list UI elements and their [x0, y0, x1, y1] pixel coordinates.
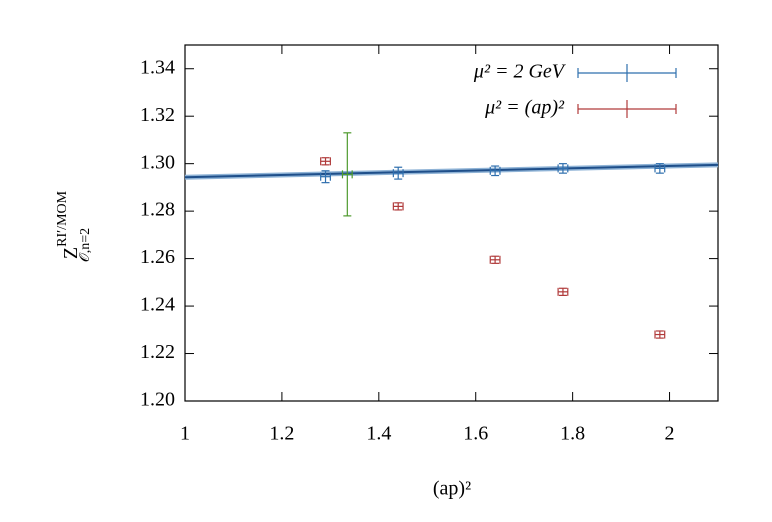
- x-tick-label: 1: [180, 423, 190, 445]
- x-tick-label: 1.2: [269, 423, 294, 445]
- error-point: [489, 165, 501, 177]
- y-tick-label: 1.34: [140, 56, 175, 78]
- error-point: [392, 202, 404, 211]
- y-tick-label: 1.20: [140, 389, 175, 411]
- error-point: [654, 330, 666, 339]
- legend-label: μ² = (ap)²: [484, 97, 565, 119]
- y-tick-label: 1.32: [140, 104, 175, 126]
- x-tick-label: 2: [665, 423, 675, 445]
- x-axis-label: (ap)²: [433, 478, 471, 500]
- y-label-base: Z: [60, 247, 82, 259]
- y-tick-label: 1.24: [140, 294, 175, 316]
- error-point: [341, 132, 353, 217]
- error-point: [654, 163, 666, 174]
- error-point: [392, 166, 404, 180]
- y-tick-label: 1.26: [140, 246, 175, 268]
- y-label-sub: 𝒪,n=2: [78, 228, 93, 262]
- plot-frame: [184, 44, 719, 402]
- fit-line: [184, 163, 719, 179]
- legend-label: μ² = 2 GeV: [473, 61, 567, 83]
- x-tick-label: 1.6: [463, 423, 488, 445]
- error-point: [557, 163, 569, 174]
- y-tick-label: 1.28: [140, 199, 175, 221]
- x-tick-label: 1.4: [366, 423, 391, 445]
- y-label-sup: RI′/MOM: [55, 190, 70, 247]
- error-point: [489, 255, 501, 264]
- y-tick-label: 1.30: [140, 151, 175, 173]
- error-point: [557, 287, 569, 296]
- error-point: [320, 157, 331, 166]
- y-axis-label: ZRI′/MOM: [55, 190, 81, 259]
- error-point: [320, 170, 331, 184]
- y-tick-label: 1.22: [140, 341, 175, 363]
- x-tick-label: 1.8: [560, 423, 585, 445]
